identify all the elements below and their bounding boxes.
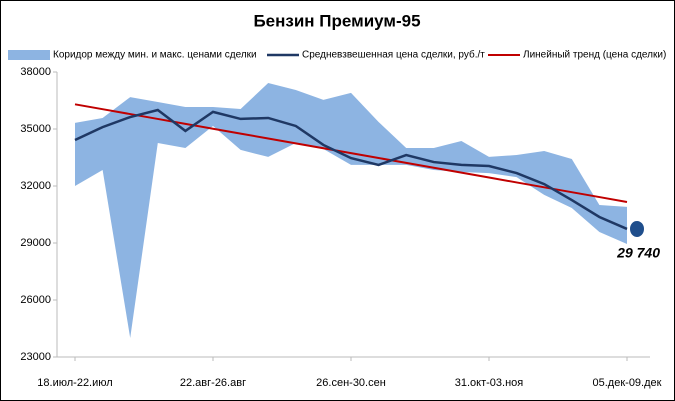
min-max-band: [75, 83, 627, 339]
x-tick-label: 05.дек-09.дек: [593, 377, 662, 389]
series-line: [74, 103, 628, 203]
legend-swatch: [8, 50, 50, 60]
series-line: [74, 108, 628, 231]
legend-label: Средневзвешенная цена сделки, руб./т: [302, 49, 485, 61]
value-label: 29 740: [616, 245, 660, 261]
x-tick-label: 26.сен-30.сен: [316, 377, 386, 389]
legend-label: Коридор между мин. и макс. ценами сделки: [53, 50, 257, 61]
x-tick-label: 18.июл-22.июл: [37, 377, 112, 389]
legend-label: Линейный тренд (цена сделки): [523, 50, 666, 61]
chart-title: Бензин Премиум-95: [253, 11, 420, 30]
y-tick-label: 38000: [20, 66, 51, 78]
y-tick-label: 32000: [20, 180, 51, 192]
y-tick-label: 26000: [20, 294, 51, 306]
y-tick-label: 35000: [20, 123, 51, 135]
last-point: [630, 220, 644, 237]
x-tick-label: 31.окт-03.ноя: [455, 377, 524, 389]
y-tick-label: 29000: [20, 237, 51, 249]
y-tick-label: 23000: [20, 351, 51, 363]
x-tick-label: 22.авг-26.авг: [180, 377, 246, 389]
